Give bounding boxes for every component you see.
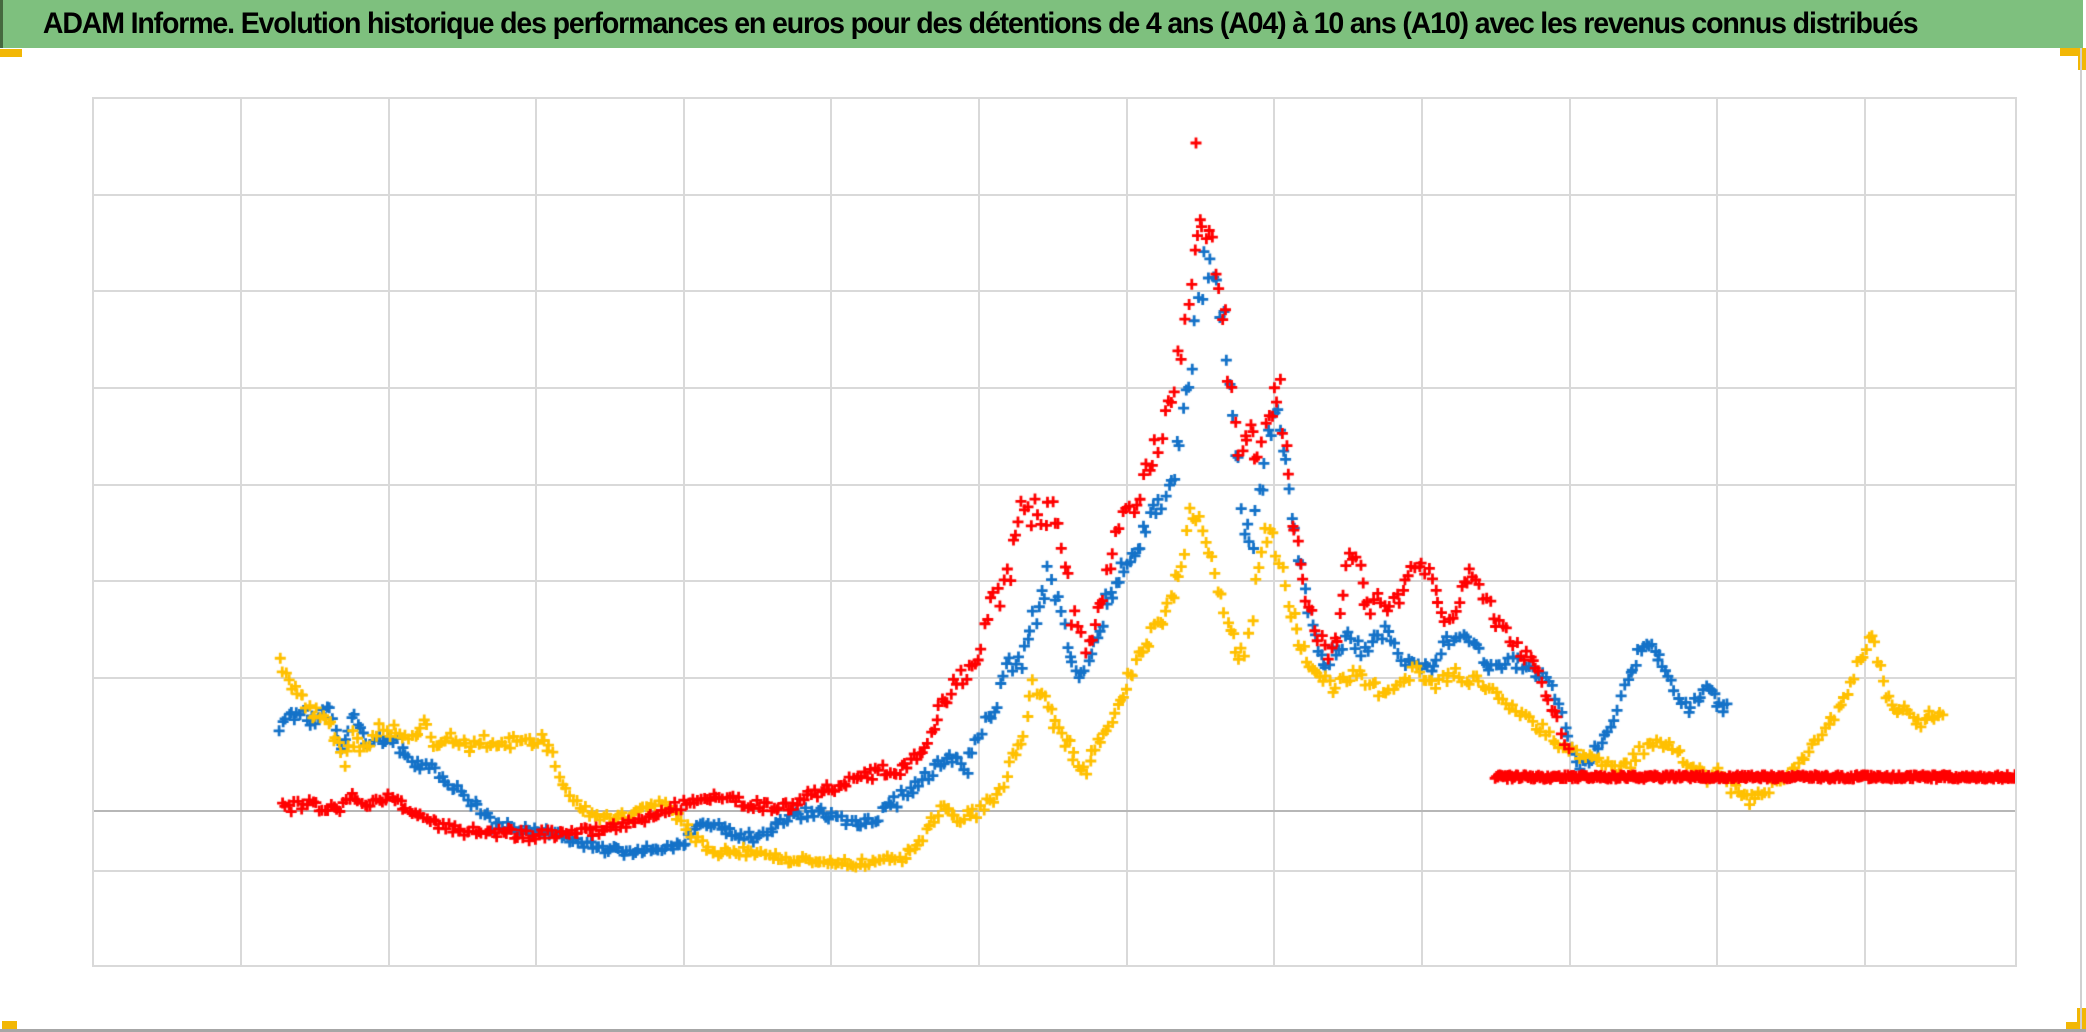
selection-handle-top-right-h[interactable] bbox=[2060, 48, 2086, 56]
selection-handle-bottom-left[interactable] bbox=[2, 1021, 17, 1030]
frame-bottom-edge bbox=[0, 1029, 2086, 1032]
title-bar-left-edge bbox=[0, 0, 3, 48]
title-bar: ADAM Informe. Evolution historique des p… bbox=[0, 0, 2083, 48]
plot-area bbox=[92, 97, 2017, 967]
selection-handle-top-left[interactable] bbox=[0, 49, 22, 57]
selection-handle-top-right-v[interactable] bbox=[2078, 48, 2086, 70]
frame-right-edge bbox=[2080, 48, 2082, 1030]
page-title: ADAM Informe. Evolution historique des p… bbox=[42, 7, 1919, 40]
selection-handle-bottom-right-h[interactable] bbox=[2066, 1022, 2086, 1030]
scatter-canvas bbox=[94, 99, 2015, 965]
